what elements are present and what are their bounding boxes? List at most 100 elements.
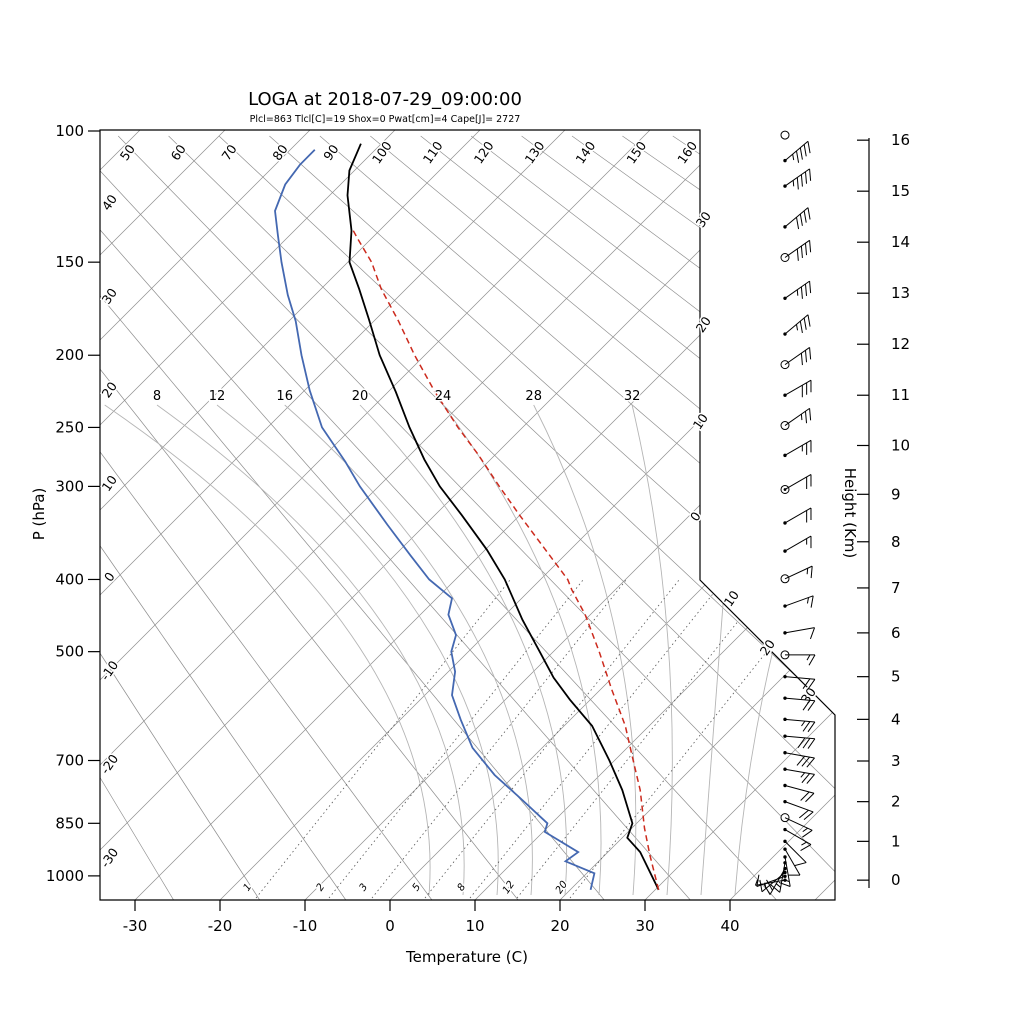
isotherm-label-right: 30 xyxy=(693,209,714,231)
pressure-tick-label: 300 xyxy=(55,477,84,495)
wind-barb-feather xyxy=(796,289,799,296)
moist-adiabat-label: 28 xyxy=(525,389,542,404)
isotherm-line xyxy=(100,130,396,900)
isotherm-label-right: 10 xyxy=(721,588,742,610)
isotherm-label-right: 10 xyxy=(690,411,711,433)
height-tick-label: 4 xyxy=(891,710,901,728)
dry-adiabat-line xyxy=(100,135,437,900)
wind-barb-feather xyxy=(800,245,803,259)
moist-adiabat-line xyxy=(442,404,602,896)
wind-barb-feather xyxy=(808,654,816,666)
moist-adiabat-line xyxy=(156,404,465,896)
mixing-ratio-label: 2 xyxy=(315,882,328,894)
wind-barb-feather xyxy=(809,168,812,181)
moist-adiabat-line xyxy=(216,404,499,896)
temperature-tick-label: 10 xyxy=(465,917,484,935)
wind-barb-feather xyxy=(802,738,811,749)
dry-adiabat-line xyxy=(470,135,835,900)
isotherm-line xyxy=(100,130,566,900)
wind-barb-feather xyxy=(806,774,815,784)
wind-barb-feather xyxy=(809,281,812,294)
isotherm-label-right: 20 xyxy=(693,314,714,336)
wind-barb-feather xyxy=(800,174,803,187)
temperature-tick-label: -20 xyxy=(208,917,233,935)
height-tick-label: 8 xyxy=(891,533,901,551)
temperature-axis-label: Temperature (C) xyxy=(405,948,528,966)
wind-barb-feather xyxy=(795,217,800,230)
temperature-tick-label: -30 xyxy=(123,917,148,935)
wind-barb-feather xyxy=(802,827,808,833)
mixing-ratio-line xyxy=(569,579,825,899)
wind-barb-feather xyxy=(797,737,806,748)
dry-adiabat-line xyxy=(117,135,835,900)
wind-barb-feather xyxy=(805,792,815,803)
isotherm-line xyxy=(474,130,835,900)
wind-barb-feather xyxy=(801,841,807,846)
temperature-tick-label: 0 xyxy=(385,917,395,935)
moist-adiabat-line xyxy=(631,404,673,896)
dry-adiabat-label: 140 xyxy=(572,138,598,166)
moist-adiabat-line xyxy=(284,404,533,896)
dry-adiabat-line xyxy=(100,135,696,900)
wind-barb-feather xyxy=(804,171,808,184)
wind-barb-feather xyxy=(799,213,803,226)
wind-barb-feather xyxy=(809,408,812,421)
wind-barb-feather xyxy=(807,721,816,733)
mixing-ratio-label: 20 xyxy=(554,879,570,896)
isotherm-label-left: 20 xyxy=(99,379,120,401)
wind-barb-feather xyxy=(807,678,816,690)
wind-barb-feather xyxy=(800,844,812,851)
height-tick-label: 10 xyxy=(891,436,910,454)
dry-adiabat-line xyxy=(100,135,264,900)
dry-adiabat-label: 50 xyxy=(117,142,138,164)
wind-barb-feather xyxy=(801,720,806,727)
wind-barb-feather xyxy=(800,791,810,801)
wind-barb-feather xyxy=(804,283,808,296)
wind-barb-feather xyxy=(796,755,806,766)
dry-adiabat-label: 120 xyxy=(471,138,497,166)
pressure-tick-label: 1000 xyxy=(46,867,84,885)
wind-barb-feather xyxy=(809,240,812,253)
dry-adiabat-line xyxy=(100,135,524,900)
wind-barb-feather xyxy=(809,627,816,640)
chart-title: LOGA at 2018-07-29_09:00:00 xyxy=(248,89,522,110)
wind-barb-feather xyxy=(804,411,808,424)
wind-barb-feather xyxy=(801,773,811,784)
pressure-tick-label: 200 xyxy=(55,346,84,364)
dry-adiabat-label: 90 xyxy=(320,142,341,164)
mixing-ratio-label: 1 xyxy=(242,882,255,894)
wind-barb-feather xyxy=(807,738,816,749)
isotherm-label-left: 0 xyxy=(101,569,118,584)
mixing-ratio-line xyxy=(516,579,772,899)
dry-adiabat-line xyxy=(521,135,835,900)
dry-adiabat-line xyxy=(168,135,835,900)
chart-subtitle: Plcl=863 Tlcl[C]=19 Shox=0 Pwat[cm]=4 Ca… xyxy=(250,114,521,125)
dry-adiabat-line xyxy=(218,135,835,900)
wind-barb-shaft xyxy=(784,735,815,740)
dry-adiabat-line xyxy=(100,135,610,900)
height-tick-label: 13 xyxy=(891,284,910,302)
dry-adiabat-line xyxy=(269,135,835,900)
height-tick-label: 11 xyxy=(891,386,910,404)
wind-barb-feather xyxy=(754,879,758,886)
wind-barb-feather xyxy=(800,353,803,366)
wind-barb-shaft xyxy=(784,565,813,580)
temperature-curve xyxy=(346,143,660,891)
wind-barb-feather xyxy=(810,595,814,608)
wind-barb-shaft xyxy=(784,752,815,759)
wind-barb-feather xyxy=(803,144,807,157)
isotherm-line xyxy=(100,130,821,900)
wind-barb-feather xyxy=(770,884,781,893)
height-tick-label: 12 xyxy=(891,335,910,353)
wind-barb-shaft xyxy=(784,676,815,680)
wind-barb-feather xyxy=(799,321,803,334)
mixing-ratio-line xyxy=(255,579,511,899)
wind-barb-shaft xyxy=(784,785,815,794)
mixing-ratio-label: 8 xyxy=(456,882,469,894)
isotherm-line xyxy=(644,130,835,900)
dry-adiabat-label: 130 xyxy=(522,138,548,166)
parcel-curve xyxy=(352,230,660,890)
mixing-ratio-label: 5 xyxy=(411,882,424,894)
wind-barb-feather xyxy=(759,879,763,892)
dry-adiabat-line xyxy=(420,135,835,900)
